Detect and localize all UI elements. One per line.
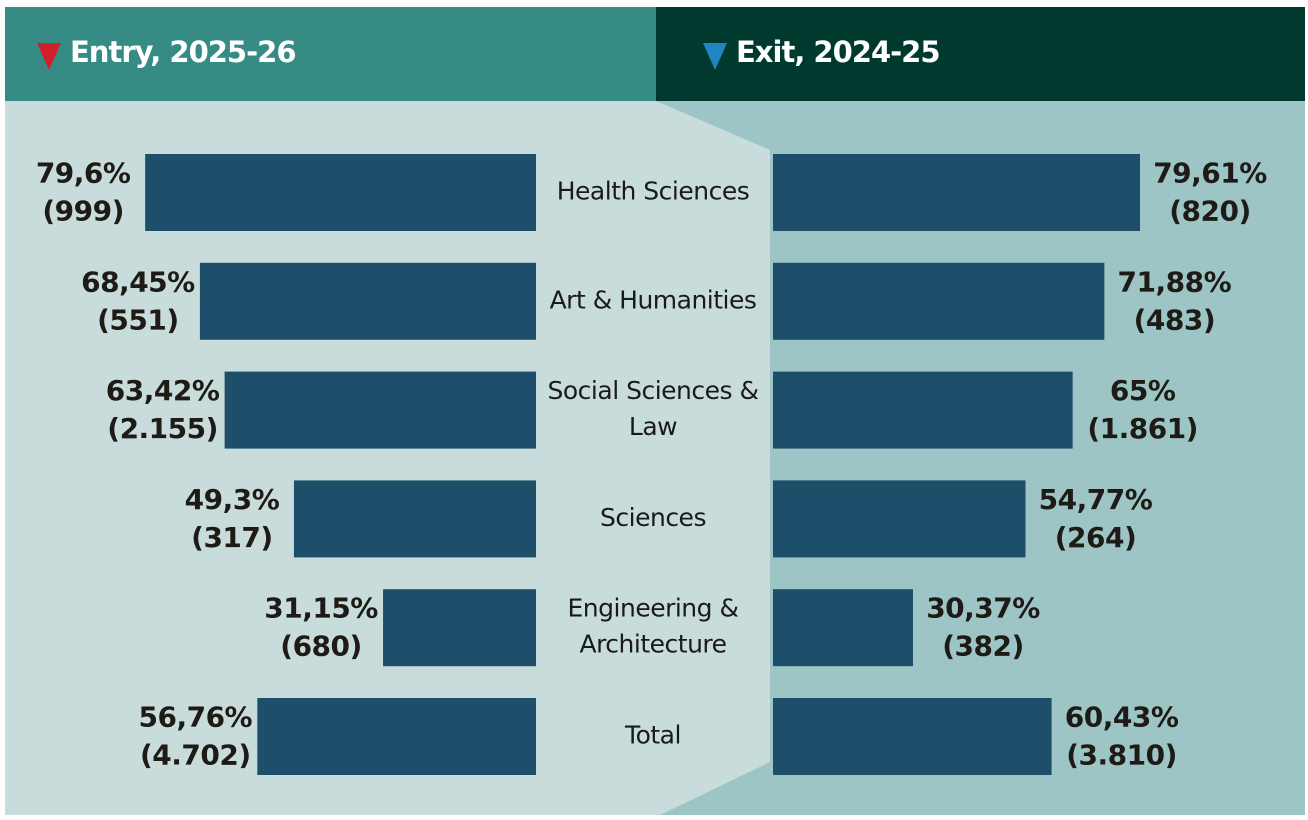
value-label: 63,42%	[106, 374, 220, 407]
value-label: 60,43%	[1065, 701, 1179, 734]
category-label: Health Sciences	[557, 177, 749, 206]
value-label: 65%	[1110, 374, 1176, 407]
left-header	[5, 7, 656, 101]
series-title: Exit, 2024-25	[736, 35, 940, 69]
count-label: (483)	[1134, 303, 1216, 336]
count-label: (3.810)	[1066, 739, 1177, 772]
category-label: Law	[629, 412, 677, 441]
bar	[773, 480, 1026, 558]
bar	[773, 589, 914, 667]
count-label: (1.861)	[1087, 412, 1198, 445]
bar	[145, 154, 536, 231]
value-label: 30,37%	[926, 592, 1040, 625]
bar	[199, 262, 536, 340]
count-label: (680)	[280, 630, 362, 663]
category-label: Architecture	[579, 630, 726, 659]
left-panel	[5, 101, 770, 815]
right-header	[656, 7, 1305, 101]
count-label: (551)	[97, 303, 179, 336]
category-label: Total	[624, 721, 681, 750]
count-label: (382)	[942, 630, 1024, 663]
bar	[383, 589, 536, 667]
category-label: Art & Humanities	[550, 285, 757, 314]
count-label: (317)	[191, 521, 273, 554]
value-label: 49,3%	[185, 483, 280, 516]
bar	[224, 371, 537, 449]
bar	[257, 698, 536, 775]
count-label: (264)	[1055, 521, 1137, 554]
bar	[773, 371, 1073, 449]
bar	[773, 154, 1141, 231]
count-label: (999)	[42, 195, 124, 228]
value-label: 54,77%	[1039, 483, 1153, 516]
count-label: (4.702)	[140, 739, 251, 772]
count-label: (820)	[1169, 195, 1251, 228]
legend-marker	[37, 43, 61, 70]
category-label: Sciences	[600, 503, 706, 532]
category-label: Social Sciences &	[548, 376, 759, 405]
value-label: 56,76%	[138, 701, 252, 734]
bar	[773, 262, 1105, 340]
value-label: 68,45%	[81, 265, 195, 298]
bar	[293, 480, 536, 558]
category-label: Engineering &	[568, 594, 739, 623]
value-label: 79,61%	[1153, 157, 1267, 190]
value-label: 79,6%	[36, 157, 131, 190]
series-title: Entry, 2025-26	[70, 35, 296, 69]
value-label: 31,15%	[264, 592, 378, 625]
legend-marker	[703, 43, 727, 70]
bar	[773, 698, 1052, 775]
count-label: (2.155)	[107, 412, 218, 445]
value-label: 71,88%	[1118, 265, 1232, 298]
